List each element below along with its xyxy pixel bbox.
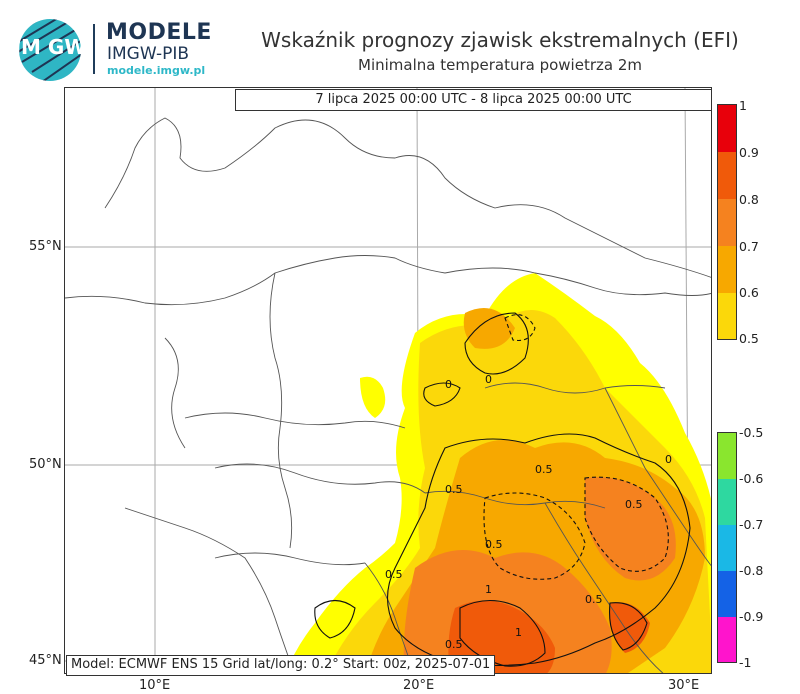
colorbar-tick: -1	[739, 655, 752, 670]
contour-label: 1	[515, 626, 522, 639]
lat-label: 45°N	[29, 653, 62, 668]
contour-label: 0.5	[445, 638, 463, 651]
colorbar-swatch	[718, 199, 736, 246]
brand-divider	[93, 24, 95, 74]
colorbar-negative	[717, 432, 737, 663]
lon-label: 30°E	[668, 678, 700, 693]
colorbar-tick: 0.8	[739, 192, 759, 207]
contour-label: 0.5	[445, 483, 463, 496]
lat-label: 55°N	[29, 239, 62, 254]
map-canvas: 0 0 0.5 0.5 0.5 0.5 0.5 0.5 1 1 0 0.5	[65, 88, 711, 673]
colorbar-swatch	[718, 525, 736, 571]
colorbar-tick: -0.9	[739, 609, 764, 624]
brand-name: MODELE	[106, 20, 212, 45]
contour-label: 0.5	[585, 593, 603, 606]
map-subtitle: Minimalna temperatura powietrza 2m	[358, 56, 642, 74]
contour-label: 0	[485, 373, 492, 386]
contour-label: 1	[485, 583, 492, 596]
colorbar-tick: -0.5	[739, 425, 764, 440]
contour-label: 0.5	[485, 538, 503, 551]
colorbar-swatch	[718, 105, 736, 152]
contour-label: 0.5	[385, 568, 403, 581]
efi-field	[285, 273, 711, 673]
efi-map[interactable]: 0 0 0.5 0.5 0.5 0.5 0.5 0.5 1 1 0 0.5	[64, 87, 712, 674]
contour-label: 0	[665, 453, 672, 466]
colorbar-tick: -0.7	[739, 517, 764, 532]
colorbar-tick: 0.9	[739, 145, 759, 160]
brand-subname: IMGW-PIB	[107, 44, 190, 64]
model-info: Model: ECMWF ENS 15 Grid lat/long: 0.2° …	[66, 655, 496, 676]
colorbar-swatch	[718, 571, 736, 617]
colorbar-swatch	[718, 617, 736, 662]
lat-label: 50°N	[29, 457, 62, 472]
contour-labels: 0 0 0.5 0.5 0.5 0.5 0.5 0.5 1 1 0 0.5	[385, 373, 672, 651]
country-borders	[65, 117, 711, 673]
brand-url[interactable]: modele.imgw.pl	[107, 64, 206, 77]
colorbar-tick: 0.5	[739, 331, 759, 346]
colorbar-tick: 0.7	[739, 239, 759, 254]
colorbar-swatch	[718, 246, 736, 293]
colorbar-tick: -0.6	[739, 471, 764, 486]
colorbar-tick: 1	[739, 98, 747, 113]
colorbar-positive	[717, 104, 737, 340]
forecast-period: 7 lipca 2025 00:00 UTC - 8 lipca 2025 00…	[235, 89, 712, 111]
svg-text:IM GW: IM GW	[18, 35, 82, 59]
contour-label: 0	[445, 378, 452, 391]
contour-label: 0.5	[625, 498, 643, 511]
lon-label: 10°E	[139, 678, 171, 693]
colorbar-swatch	[718, 433, 736, 479]
imgw-logo-icon: IM GW	[18, 19, 82, 81]
lon-label: 20°E	[403, 678, 435, 693]
contour-label: 0.5	[535, 463, 553, 476]
map-title: Wskaźnik prognozy zjawisk ekstremalnych …	[261, 28, 739, 52]
colorbar-tick: 0.6	[739, 285, 759, 300]
colorbar-swatch	[718, 152, 736, 199]
colorbar-swatch	[718, 479, 736, 525]
colorbar-tick: -0.8	[739, 563, 764, 578]
colorbar-swatch	[718, 293, 736, 339]
